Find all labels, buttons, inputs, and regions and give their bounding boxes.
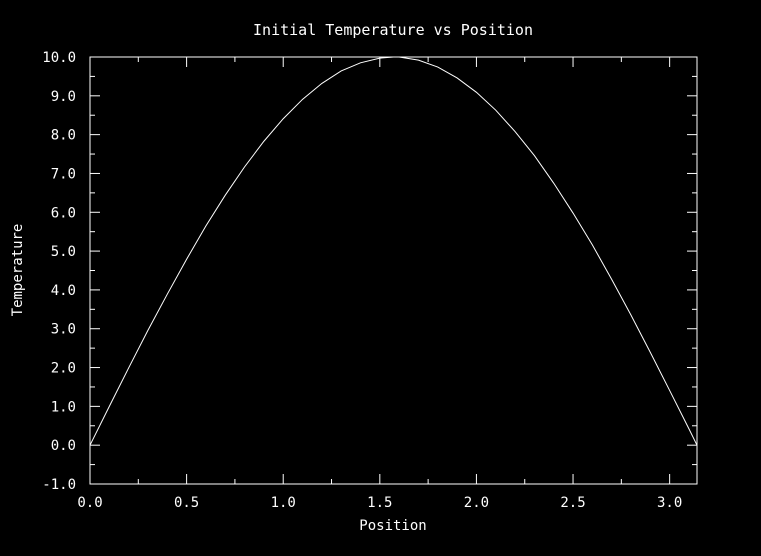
y-tick-label: 6.0 xyxy=(51,205,76,221)
x-tick-label: 1.0 xyxy=(271,495,296,511)
y-tick-label: 0.0 xyxy=(51,438,76,454)
y-tick-label: 3.0 xyxy=(51,322,76,338)
plot-area-frame xyxy=(89,56,698,485)
chart-title: Initial Temperature vs Position xyxy=(253,21,533,39)
y-axis-label: Temperature xyxy=(10,224,26,317)
y-tick-label: 4.0 xyxy=(51,283,76,299)
x-tick-label: 0.5 xyxy=(174,495,199,511)
y-tick-label: 10.0 xyxy=(42,50,76,66)
x-tick-labels: 0.0 0.5 1.0 1.5 2.0 2.5 3.0 xyxy=(77,495,682,511)
x-axis-label: Position xyxy=(359,518,426,534)
x-tick-label: 1.5 xyxy=(367,495,392,511)
y-tick-label: 9.0 xyxy=(51,89,76,105)
y-tick-label: 7.0 xyxy=(51,166,76,182)
y-tick-label: 2.0 xyxy=(51,361,76,377)
series-line xyxy=(89,56,698,446)
y-tick-label: 1.0 xyxy=(51,399,76,415)
y-tick-labels: -1.0 0.0 1.0 2.0 3.0 4.0 5.0 6.0 7.0 8.0 9.0 10.0 xyxy=(42,50,76,493)
x-tick-label: 0.0 xyxy=(77,495,102,511)
y-tick-label: -1.0 xyxy=(42,477,76,493)
x-tick-label: 2.5 xyxy=(560,495,585,511)
tick-marks xyxy=(89,56,697,485)
y-tick-label: 8.0 xyxy=(51,128,76,144)
y-tick-label: 5.0 xyxy=(51,244,76,260)
x-tick-label: 3.0 xyxy=(657,495,682,511)
x-tick-label: 2.0 xyxy=(464,495,489,511)
